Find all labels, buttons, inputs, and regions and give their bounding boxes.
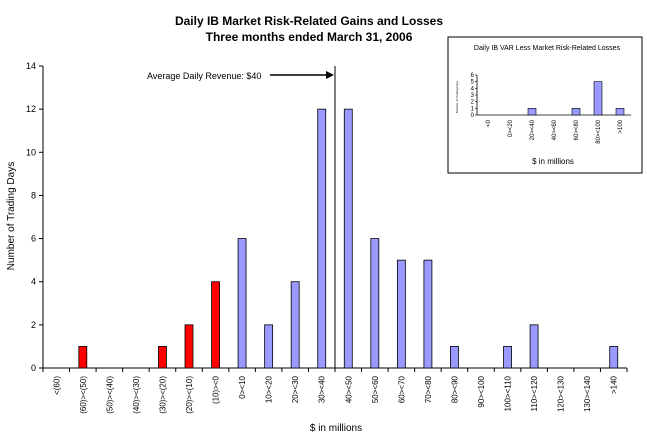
x-tick-label: 90><100 <box>477 375 486 407</box>
inset-chart: Daily IB VAR Less Market Risk-Related Lo… <box>447 36 643 174</box>
bar <box>450 346 459 369</box>
inset-x-tick-label: 20><40 <box>530 119 536 140</box>
bar <box>237 238 247 369</box>
y-tick-label: 6 <box>31 234 36 244</box>
inset-y-tick-label: 0 <box>471 113 475 119</box>
inset-x-tick-label: >100 <box>618 119 624 133</box>
x-tick-label: 40><50 <box>344 375 353 403</box>
bar <box>211 281 220 369</box>
bar <box>290 281 300 369</box>
inset-y-tick-label: 5 <box>471 80 475 86</box>
bar <box>609 346 619 369</box>
x-tick-label: 60><70 <box>397 375 406 403</box>
bar <box>423 259 433 369</box>
x-tick-label: 0><10 <box>238 375 247 398</box>
average-annotation: Average Daily Revenue: $40 <box>147 71 261 81</box>
average-arrow-head <box>326 71 334 79</box>
inset-y-tick-label: 4 <box>471 86 475 92</box>
x-axis-label: $ in millions <box>310 423 362 434</box>
inset-bar <box>527 108 537 116</box>
x-tick-label: 50><60 <box>371 375 380 403</box>
inset-title: Daily IB VAR Less Market Risk-Related Lo… <box>474 45 621 52</box>
x-tick-label: (30)><(20) <box>158 376 167 414</box>
chart-subtitle: Three months ended March 31, 2006 <box>206 30 413 44</box>
x-tick-label: <(60) <box>52 376 61 395</box>
inset-bar <box>571 108 581 116</box>
bar <box>370 238 380 369</box>
bar <box>158 346 167 369</box>
bar <box>343 108 353 369</box>
x-tick-label: 30><40 <box>318 375 327 403</box>
x-tick-label: (10)><0 <box>212 375 221 404</box>
y-tick-label: 12 <box>26 104 36 114</box>
x-tick-label: 120><130 <box>557 375 566 412</box>
inset-y-tick-label: 1 <box>471 106 475 112</box>
y-axis-label: Number of Trading Days <box>6 162 17 270</box>
inset-x-tick-label: 0><20 <box>508 119 514 137</box>
x-tick-label: 20><30 <box>291 375 300 403</box>
inset-bar <box>593 81 603 116</box>
bar <box>503 346 512 369</box>
x-tick-label: (20)><(10) <box>185 376 194 414</box>
inset-x-tick-label: 80><100 <box>596 119 602 143</box>
inset-y-tick-label: 2 <box>471 100 475 106</box>
inset-x-tick-label: 40><60 <box>552 119 558 140</box>
x-tick-label: 110><120 <box>530 375 539 411</box>
bar <box>529 324 539 369</box>
x-tick-label: (60)><(50) <box>79 376 88 414</box>
x-tick-label: 10><20 <box>265 375 274 403</box>
inset-bar <box>615 108 625 116</box>
bar <box>264 324 274 369</box>
inset-frame <box>447 36 643 174</box>
x-tick-label: (50)><(40) <box>105 376 114 414</box>
inset-y-tick-label: 6 <box>471 73 475 79</box>
inset-x-tick-label: <0 <box>486 119 492 127</box>
x-tick-label: 80><90 <box>450 375 459 403</box>
y-tick-label: 14 <box>26 61 36 71</box>
bar <box>317 108 327 369</box>
x-tick-label: >140 <box>610 375 619 394</box>
inset-y-tick-label: 3 <box>471 93 475 99</box>
x-tick-label: 70><80 <box>424 375 433 403</box>
y-tick-label: 10 <box>26 147 36 157</box>
inset-x-axis-label: $ in millions <box>532 157 574 166</box>
y-tick-label: 2 <box>31 320 36 330</box>
inset-x-tick-label: 60><80 <box>574 119 580 140</box>
bar <box>396 259 406 369</box>
y-tick-label: 8 <box>31 190 36 200</box>
y-tick-label: 4 <box>31 277 36 287</box>
x-tick-label: (40)><(30) <box>132 376 141 414</box>
bar <box>184 324 194 369</box>
bar <box>78 346 88 369</box>
x-tick-label: 100><110 <box>504 375 513 411</box>
x-tick-label: 130><140 <box>583 375 592 412</box>
inset-y-axis-label: Number of Trading Days <box>455 80 459 113</box>
y-tick-label: 0 <box>31 363 36 373</box>
chart-title: Daily IB Market Risk-Related Gains and L… <box>175 14 443 28</box>
